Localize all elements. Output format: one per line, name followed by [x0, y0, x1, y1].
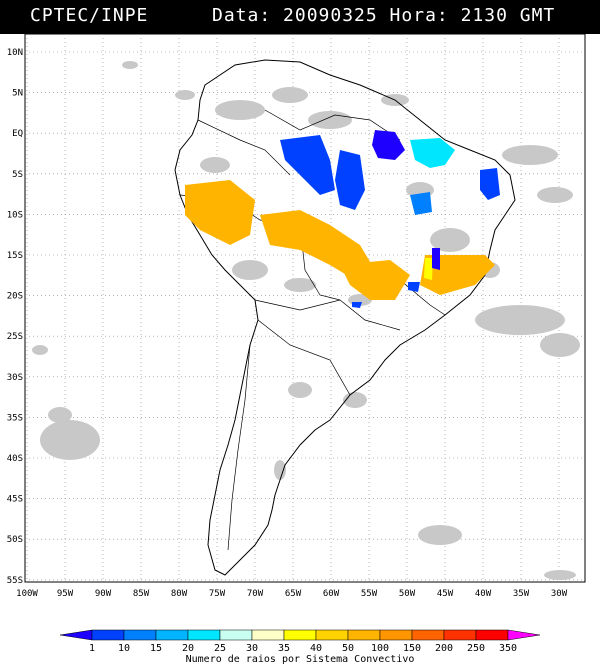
lat-tick-label: 15S — [7, 251, 23, 261]
lat-tick-label: 45S — [7, 495, 23, 505]
lon-tick-label: 55W — [361, 589, 378, 599]
lon-tick-label: 90W — [95, 589, 112, 599]
lon-tick-label: 40W — [475, 589, 492, 599]
lat-tick-label: 10S — [7, 210, 23, 220]
lon-tick-label: 70W — [247, 589, 264, 599]
lon-tick-label: 50W — [399, 589, 416, 599]
lat-tick-label: 10N — [7, 48, 23, 58]
lon-tick-label: 30W — [551, 589, 568, 599]
colorbar-segment — [443, 629, 477, 641]
lon-tick-label: 75W — [209, 589, 226, 599]
colorbar-label: 35 — [278, 643, 290, 654]
lat-tick-label: 55S — [7, 576, 23, 586]
lat-tick-label: 25S — [7, 332, 23, 342]
datetime-label: Data: 20090325 Hora: 2130 GMT — [212, 5, 556, 26]
colorbar-segment — [379, 629, 413, 641]
colorbar-label: 10 — [118, 643, 130, 654]
colorbar-segment — [283, 629, 317, 641]
colorbar-label: 1 — [89, 643, 95, 654]
colorbar-segment — [123, 629, 157, 641]
colorbar-label: 20 — [182, 643, 194, 654]
convective-cells — [185, 130, 500, 308]
axis-ticks: 10N 5N EQ 5S 10S 15S 20S 25S 30S 35S 40S 45S 50S 55S 1… — [7, 48, 568, 599]
colorbar-segment — [315, 629, 349, 641]
lon-tick-label: 65W — [285, 589, 302, 599]
lat-tick-label: 35S — [7, 413, 23, 423]
header-bar: CPTEC/INPE Data: 20090325 Hora: 2130 GMT — [0, 0, 600, 34]
legend-title: Numero de raios por Sistema Convectivo — [185, 654, 415, 665]
lon-tick-label: 95W — [57, 589, 74, 599]
colorbar-label: 15 — [150, 643, 162, 654]
colorbar-label: 350 — [499, 643, 517, 654]
cloud-cover — [32, 61, 580, 580]
colorbar-segment — [507, 629, 541, 641]
colorbar-label: 250 — [467, 643, 485, 654]
lat-tick-label: 20S — [7, 292, 23, 302]
colorbar-segment — [411, 629, 445, 641]
lon-tick-label: 85W — [133, 589, 150, 599]
lat-tick-label: EQ — [12, 129, 23, 139]
lon-tick-label: 60W — [323, 589, 340, 599]
lon-tick-label: 100W — [16, 589, 38, 599]
lat-tick-label: 5S — [12, 170, 23, 180]
colorbar-segment — [155, 629, 189, 641]
colorbar-segment — [59, 629, 93, 641]
colorbar-label: 200 — [435, 643, 453, 654]
colorbar-segment — [251, 629, 285, 641]
colorbar-label: 150 — [403, 643, 421, 654]
lat-tick-label: 30S — [7, 373, 23, 383]
colorbar-segment — [187, 629, 221, 641]
map-frame — [24, 33, 586, 583]
colorbar-segment — [475, 629, 509, 641]
lon-tick-label: 35W — [513, 589, 530, 599]
colorbar-segment — [219, 629, 253, 641]
lat-tick-label: 5N — [12, 89, 23, 99]
lat-tick-label: 50S — [7, 535, 23, 545]
lon-tick-label: 80W — [171, 589, 188, 599]
lat-tick-label: 40S — [7, 454, 23, 464]
lon-tick-label: 45W — [437, 589, 454, 599]
colorbar-label: 40 — [310, 643, 322, 654]
colorbar-segment — [347, 629, 381, 641]
agency-label: CPTEC/INPE — [30, 5, 149, 26]
colorbar-label: 100 — [371, 643, 389, 654]
colorbar-label: 50 — [342, 643, 354, 654]
continent-outline — [174, 59, 516, 576]
colorbar-label: 30 — [246, 643, 258, 654]
colorbar-segment — [91, 629, 125, 641]
colorbar-label: 25 — [214, 643, 226, 654]
legend-colorbar: 1 10 15 20 25 30 35 40 50 100 150 200 250 350 — [59, 629, 541, 654]
